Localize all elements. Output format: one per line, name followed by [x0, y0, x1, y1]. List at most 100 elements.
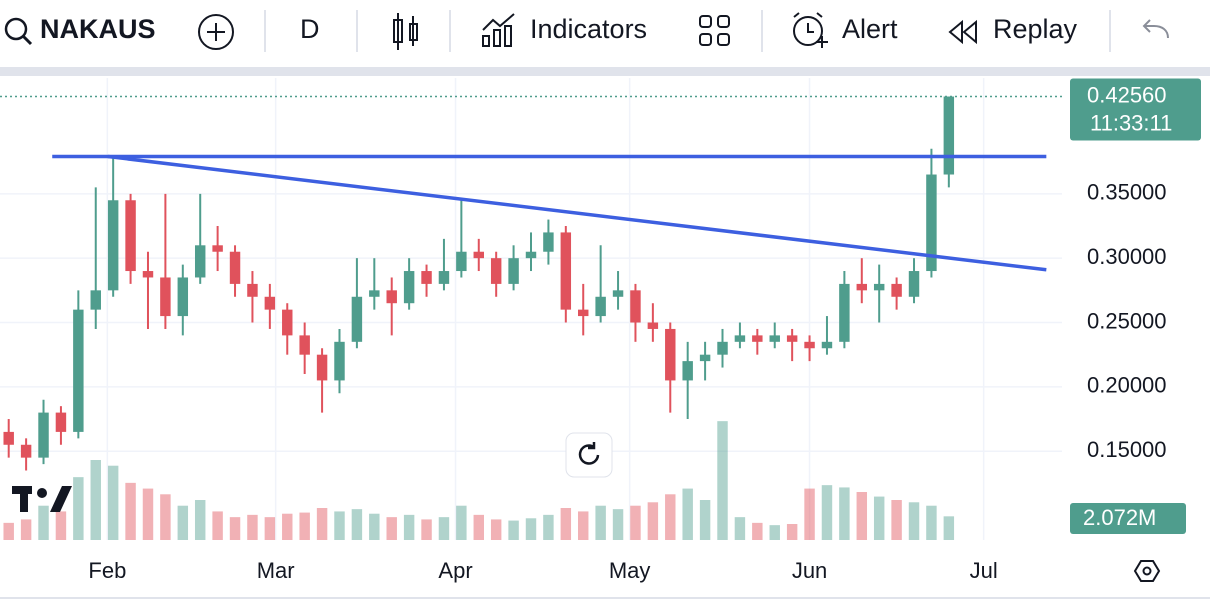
volume-bar — [55, 511, 67, 540]
volume-bar — [786, 524, 798, 540]
candle-body — [212, 245, 223, 252]
x-tick-label: Mar — [257, 558, 295, 583]
volume-bar — [560, 508, 572, 540]
candle-body — [38, 412, 49, 458]
x-tick-label: Apr — [438, 558, 472, 583]
candle-body — [334, 341, 345, 381]
candle-body — [908, 271, 920, 297]
undo-icon[interactable] — [1142, 19, 1169, 39]
tradingview-logo — [12, 486, 72, 512]
candle-body — [299, 335, 310, 355]
replay-icon[interactable] — [948, 19, 977, 45]
x-tick-label: May — [609, 558, 651, 583]
candle-body — [421, 271, 432, 284]
volume-bar — [508, 520, 519, 540]
candle-body — [282, 309, 293, 336]
candle-body — [891, 283, 902, 297]
volume-bar — [578, 511, 589, 540]
candle-body — [73, 309, 84, 432]
alert[interactable]: Alert — [842, 14, 898, 44]
interval[interactable]: D — [300, 14, 320, 44]
y-tick-label: 0.35000 — [1087, 180, 1167, 205]
last-price-label: 0.42560 — [1087, 82, 1167, 107]
replay[interactable]: Replay — [993, 14, 1078, 44]
alert-icon[interactable] — [793, 12, 828, 48]
volume-bar — [926, 505, 937, 540]
volume-bar — [3, 522, 14, 540]
add-symbol[interactable] — [198, 14, 234, 50]
volume-bar — [612, 509, 624, 540]
volume-bar — [682, 488, 693, 540]
volume-bar — [595, 505, 606, 540]
indicators[interactable]: Indicators — [530, 14, 647, 44]
candle-body — [125, 200, 136, 272]
volume-bar — [38, 505, 49, 540]
candle-body — [438, 271, 450, 284]
candle-body — [699, 354, 711, 362]
volume-bar — [752, 522, 763, 540]
volume-bar — [665, 494, 676, 540]
trend-line — [107, 154, 1047, 272]
volume-bar — [299, 512, 310, 540]
candle-body — [560, 232, 572, 310]
volume-bar — [943, 516, 955, 540]
candle-body — [508, 258, 519, 284]
candle-body — [543, 232, 554, 252]
toolbar — [0, 0, 1210, 66]
volume-bar — [734, 517, 746, 540]
volume-bar — [769, 525, 780, 540]
candle-body — [752, 335, 763, 342]
candle-body — [3, 431, 14, 445]
candle-body — [386, 290, 397, 304]
layouts-icon[interactable] — [699, 15, 730, 46]
candle-body — [612, 290, 624, 297]
volume-bar — [229, 517, 241, 540]
symbol[interactable]: NAKAUS — [40, 14, 156, 44]
reset-button[interactable] — [565, 432, 613, 478]
candle-body — [595, 296, 606, 317]
candle-body — [177, 277, 189, 317]
candle-body — [490, 258, 502, 284]
candle-body — [873, 283, 885, 291]
volume-bar — [804, 488, 815, 540]
indicators-icon[interactable] — [482, 13, 515, 47]
candle-body — [647, 322, 659, 329]
volume-bar — [717, 421, 728, 540]
candle-body — [943, 96, 955, 175]
volume-bar — [839, 487, 850, 540]
volume-bar — [647, 502, 659, 540]
volume-bar — [142, 488, 154, 540]
search-icon[interactable] — [4, 17, 28, 41]
volume-bar — [699, 500, 711, 540]
candle-body — [734, 335, 746, 342]
candle-body — [90, 290, 101, 310]
candle-body — [804, 341, 815, 349]
plot: 0.15000 0.20000 0.25000 0.30000 0.35000 Feb Ma… — [0, 78, 1201, 583]
candle-body — [316, 354, 328, 381]
settings-icon[interactable] — [1133, 560, 1161, 582]
volume-bar — [473, 514, 484, 540]
reset-icon — [578, 442, 600, 465]
y-tick-label: 0.25000 — [1087, 308, 1167, 333]
candle-body — [682, 361, 693, 381]
volume-bar — [386, 517, 397, 540]
volume-bar — [264, 517, 276, 540]
candle-body — [473, 251, 484, 259]
candle-body — [769, 335, 780, 342]
toolbar-border — [0, 67, 1210, 76]
volume-bar — [107, 465, 119, 540]
candle-body — [821, 341, 833, 349]
candle-body — [630, 290, 641, 323]
candle-body — [55, 412, 67, 432]
volume-bar — [20, 519, 32, 540]
volume-bar — [194, 500, 206, 540]
candle-body — [107, 200, 119, 291]
chart-type-icon[interactable] — [393, 13, 418, 50]
volume-bar — [334, 511, 345, 540]
candle-body — [456, 251, 467, 272]
volume-bar — [212, 511, 223, 540]
last-volume-box — [1070, 503, 1186, 534]
candle-body — [160, 277, 171, 317]
candle-body — [786, 335, 798, 342]
